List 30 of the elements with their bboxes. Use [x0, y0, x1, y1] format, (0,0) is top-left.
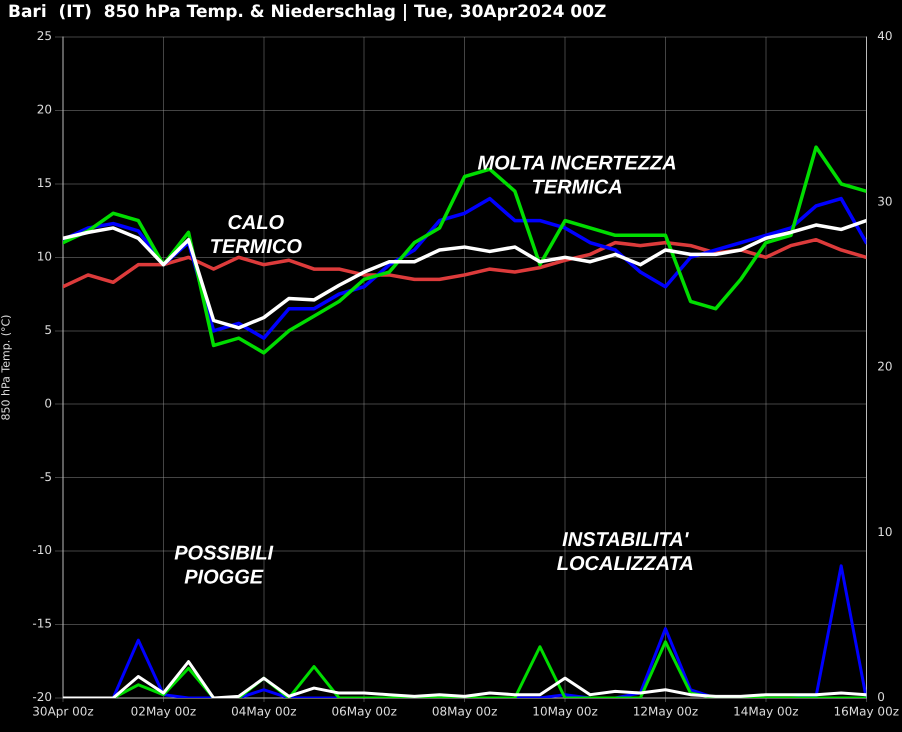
x-tick-label: 12May 00z [632, 704, 698, 718]
x-tick-label: 30Apr 00z [32, 704, 94, 718]
annotation: POSSIBILI PIOGGE [174, 542, 274, 588]
chart-title: Bari (IT) 850 hPa Temp. & Niederschlag | Tue, 30Apr2024 00Z [8, 2, 606, 22]
y2-tick-label: 30 [877, 194, 893, 208]
y-tick-label: -10 [32, 543, 52, 558]
x-tick-label: 06May 00z [331, 704, 397, 718]
y-tick-label: -20 [32, 690, 52, 704]
x-tick-label: 02May 00z [130, 704, 196, 718]
y-tick-label: -5 [40, 470, 52, 484]
y-tick-label: 20 [36, 102, 52, 117]
y2-tick-label: 20 [877, 360, 893, 374]
x-tick-label: 14May 00z [733, 704, 799, 718]
annotation: INSTABILITA' LOCALIZZATA [556, 529, 694, 576]
annotation: MOLTA INCERTEZZA TERMICA [477, 152, 677, 198]
x-tick-label: 08May 00z [432, 704, 498, 718]
y2-tick-label: 40 [877, 29, 893, 44]
y-tick-label: 25 [36, 29, 52, 44]
y-tick-label: 5 [44, 322, 52, 337]
x-tick-label: 04May 00z [231, 704, 297, 718]
x-tick-label: 16May 00z [834, 704, 900, 718]
y-axis-title: 850 hPa Temp. (°C) [0, 314, 12, 420]
y-tick-label: -15 [32, 616, 52, 631]
annotation: CALO TERMICO [210, 212, 302, 258]
y-tick-label: 10 [36, 249, 52, 264]
x-tick-label: 10May 00z [532, 704, 598, 718]
y-tick-label: 15 [36, 176, 52, 190]
y2-tick-label: 10 [877, 524, 893, 539]
y-tick-label: 0 [44, 396, 52, 410]
y2-tick-label: 0 [877, 690, 885, 704]
